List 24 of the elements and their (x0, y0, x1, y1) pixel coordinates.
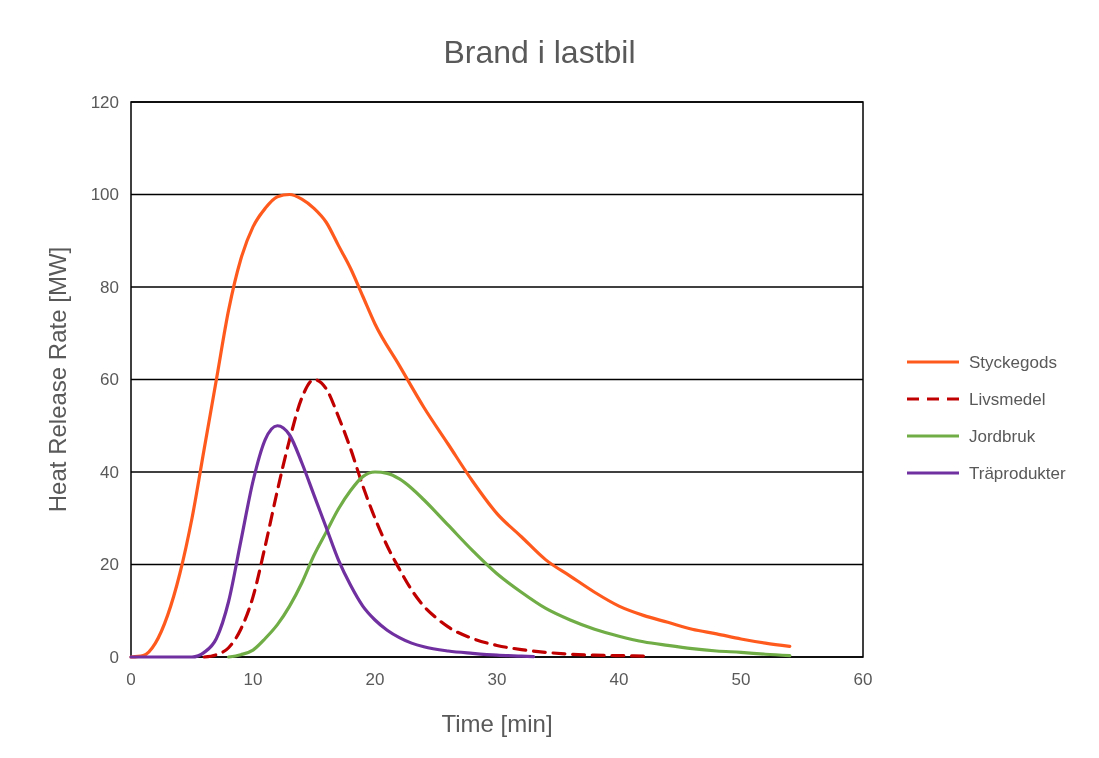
x-tick-label: 40 (609, 670, 629, 689)
legend-label: Styckegods (969, 352, 1057, 372)
x-tick-label: 60 (853, 670, 873, 689)
line-series (202, 377, 645, 659)
y-tick-label: 20 (100, 555, 119, 575)
y-tick-label: 0 (109, 647, 119, 667)
y-tick-label: 60 (100, 370, 119, 390)
y-tick-label: 80 (100, 277, 119, 297)
legend-label: Livsmedel (969, 389, 1046, 409)
x-tick-label: 50 (731, 670, 751, 689)
x-tick-label: 10 (243, 670, 263, 689)
y-axis-title: Heat Release Rate [MW] (44, 246, 71, 513)
legend-label: Träprodukter (969, 463, 1067, 483)
line-series (227, 470, 792, 659)
legend-label: Jordbruk (969, 426, 1036, 446)
y-tick-label: 100 (90, 185, 119, 205)
y-tick-label: 40 (100, 462, 119, 482)
chart-title: Brand i lastbil (443, 34, 636, 70)
y-tick-label: 120 (90, 92, 119, 112)
x-axis-title: Time [min] (441, 710, 553, 737)
x-tick-label: 30 (487, 670, 507, 689)
x-tick-label: 0 (126, 670, 136, 689)
x-tick-label: 20 (365, 670, 385, 689)
line-series (129, 424, 536, 659)
